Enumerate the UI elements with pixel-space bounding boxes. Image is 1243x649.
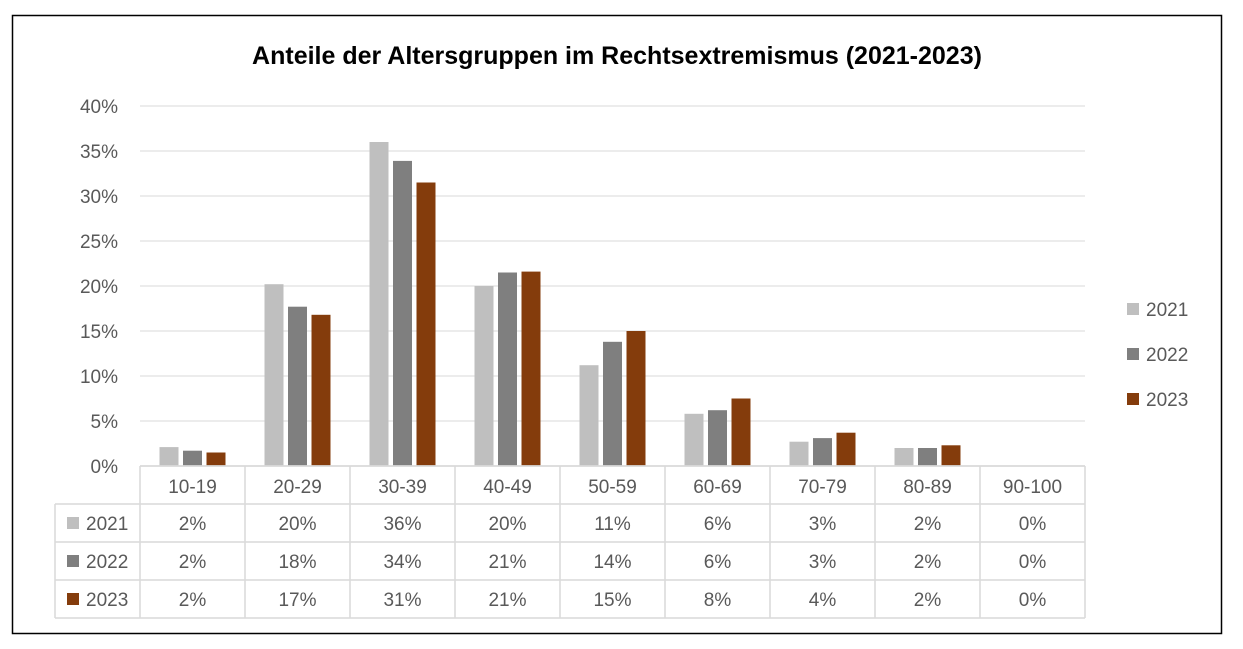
bar-2023-40-49 [521,271,541,466]
table-cell: 21% [488,590,526,611]
y-tick-label: 35% [80,142,118,163]
data-table: 10-19 20-29 30-39 40-49 50-59 60-69 70-79 80-89… [54,465,1086,619]
bar-2023-20-29 [311,314,331,466]
category-label: 70-79 [798,477,847,498]
category-label: 90-100 [1003,477,1062,498]
table-cell: 2% [179,514,207,535]
bar-2021-20-29 [264,284,284,466]
bar-2022-60-69 [708,410,727,466]
y-tick-label: 15% [80,322,118,343]
table-cell: 3% [809,514,837,535]
bar-2023-80-89 [941,445,961,466]
bar-2023-50-59 [626,331,646,466]
table-cell: 8% [704,590,732,611]
table-legend-key-2021 [67,517,79,529]
table-cell: 4% [809,590,837,611]
table-legend-key-2023 [67,593,79,605]
category-label: 50-59 [588,477,637,498]
table-cell: 36% [383,514,421,535]
bar-2023-60-69 [731,398,751,466]
y-tick-label: 25% [80,232,118,253]
bar-2021-30-39 [369,142,389,466]
legend-label: 2021 [1146,300,1188,321]
chart-border [11,14,1223,635]
table-cell: 11% [594,514,631,535]
y-tick-label: 5% [91,412,119,433]
bar-2021-50-59 [579,365,599,466]
legend-swatch-2023 [1127,393,1139,405]
bar-2022-20-29 [288,306,307,466]
bar-2021-70-79 [789,441,809,466]
category-label: 30-39 [378,477,427,498]
chart-title: Anteile der Altersgruppen im Rechtsextre… [252,42,982,70]
y-tick-label: 40% [80,97,118,118]
table-cell: 3% [809,552,837,573]
y-tick-label: 0% [91,457,119,478]
bar-2021-40-49 [474,286,494,466]
table-cell: 14% [593,552,631,573]
table-cell: 2% [179,552,207,573]
table-legend-key-2022 [67,555,79,567]
table-cell: 2% [179,590,207,611]
category-label: 80-89 [903,477,952,498]
category-label: 20-29 [273,477,322,498]
bar-2022-80-89 [918,448,937,466]
table-cell: 6% [704,514,732,535]
table-series-label: 2022 [86,552,128,573]
y-tick-label: 10% [80,367,118,388]
table-cell: 18% [278,552,316,573]
legend-swatch-2021 [1127,303,1139,315]
table-cell: 20% [488,514,526,535]
table-cell: 17% [278,590,316,611]
y-tick-label: 30% [80,187,118,208]
table-cell: 21% [488,552,526,573]
legend-label: 2023 [1146,390,1188,411]
table-cell: 20% [278,514,316,535]
table-cell: 0% [1019,514,1047,535]
table-cell: 6% [704,552,732,573]
table-cell: 34% [383,552,421,573]
table-series-label: 2023 [86,590,128,611]
legend-label: 2022 [1146,345,1188,366]
legend-swatch-2022 [1127,348,1139,360]
bar-2022-50-59 [603,341,622,466]
table-cell: 15% [593,590,631,611]
bar-2021-80-89 [894,448,914,466]
table-series-label: 2021 [86,514,128,535]
bar-2022-10-19 [183,450,202,466]
legend: 2021 2022 2023 [1127,300,1188,411]
category-label: 60-69 [693,477,742,498]
table-cell: 0% [1019,590,1047,611]
bar-2023-70-79 [836,432,856,466]
bar-2022-30-39 [393,160,412,466]
table-cell: 2% [914,514,942,535]
bar-2021-10-19 [159,447,179,466]
table-cell: 0% [1019,552,1047,573]
category-label: 40-49 [483,477,532,498]
bar-2023-10-19 [206,452,226,466]
table-cell: 31% [383,590,421,611]
y-axis-ticks: 0% 5% 10% 15% 20% 25% 30% 35% 40% [80,97,118,478]
table-cell: 2% [914,552,942,573]
y-tick-label: 20% [80,277,118,298]
category-label: 10-19 [168,477,217,498]
table-cell: 2% [914,590,942,611]
bar-2023-30-39 [416,182,436,466]
bars [159,142,961,466]
bar-2021-60-69 [684,413,704,466]
bar-2022-40-49 [498,272,517,466]
bar-2022-70-79 [813,438,832,466]
